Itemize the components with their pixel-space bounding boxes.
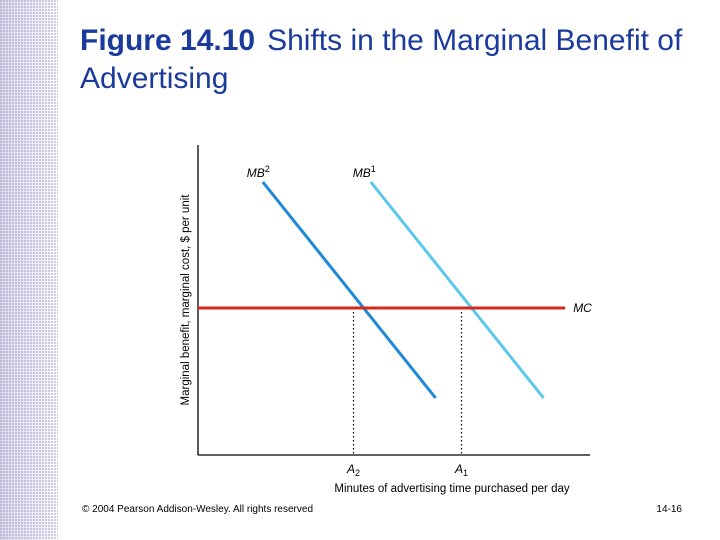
mb1-label: MB1 <box>353 164 376 180</box>
y-axis-title: Marginal benefit, marginal cost, $ per u… <box>180 194 192 406</box>
plot-area: MB2 MB1 MC A2 A1 <box>197 145 592 478</box>
figure-label: Figure 14.10 <box>80 24 256 57</box>
x-tick-label-a1: A1 <box>454 462 468 478</box>
mb1-line <box>369 181 545 399</box>
x-axis-title: Minutes of advertising time purchased pe… <box>334 483 569 495</box>
title-text: Shifts in the Marginal Benefit of Advert… <box>80 24 683 95</box>
mc-label: MC <box>573 301 592 315</box>
slide-side-strip <box>0 0 58 540</box>
page-number: 14-16 <box>656 504 682 515</box>
x-tick-label-a2: A2 <box>346 462 360 478</box>
copyright-notice: © 2004 Pearson Addison-Wesley. All right… <box>82 504 314 515</box>
mb2-label: MB2 <box>247 164 270 180</box>
mb2-line <box>261 181 437 399</box>
slide-title: Figure 14.10 Shifts in the Marginal Benef… <box>80 22 700 98</box>
